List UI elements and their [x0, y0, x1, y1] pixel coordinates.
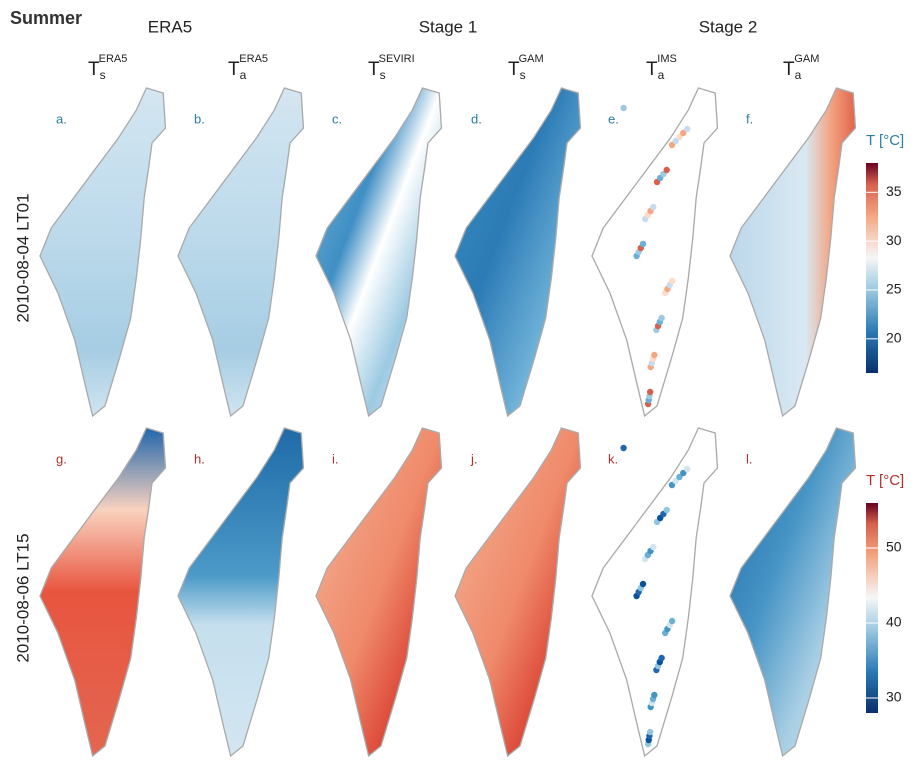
superscript: ERA5	[99, 53, 128, 65]
superscript: IMS	[657, 53, 677, 65]
panel-label: b.	[194, 111, 205, 126]
column-group-label: Stage 2	[699, 17, 758, 36]
colorbar-tick-label: 25	[886, 281, 902, 297]
map-outline	[455, 88, 580, 416]
column-header: Ta GAM	[783, 53, 819, 82]
map-outline	[730, 428, 855, 756]
station-dot	[651, 692, 657, 698]
panel-label: i.	[332, 451, 339, 466]
map-panel	[592, 428, 717, 756]
panel-label: f.	[746, 111, 753, 126]
station-dot	[669, 278, 675, 284]
station-dot	[684, 466, 690, 472]
figure-title: Summer	[10, 8, 82, 28]
map-outline	[455, 428, 580, 756]
row-label: 2010-08-06 LT15	[13, 533, 32, 662]
subscript: a	[795, 68, 802, 82]
panel-label: e.	[608, 111, 619, 126]
superscript: SEVIRI	[379, 53, 415, 65]
station-dot	[647, 729, 653, 735]
panel-label: j.	[470, 451, 478, 466]
map-outline	[592, 88, 717, 416]
map-outline	[316, 88, 441, 416]
station-dot	[620, 105, 626, 111]
colorbar	[866, 503, 878, 713]
colorbar-tick-label: 30	[886, 689, 902, 705]
superscript: GAM	[794, 53, 819, 65]
figure: Summer ERA5Stage 1Stage 2TsERA5TaERA5TsS…	[0, 0, 916, 763]
column-header: TsERA5	[88, 53, 127, 82]
map-panel	[730, 88, 855, 416]
column-group-label: ERA5	[148, 17, 192, 36]
column-header: Ta IMS	[646, 53, 677, 82]
map-panel	[178, 428, 303, 756]
map-panel	[40, 428, 165, 756]
map-outline	[40, 88, 165, 416]
colorbar	[866, 163, 878, 373]
column-group-label: Stage 1	[419, 17, 478, 36]
station-dot	[664, 167, 670, 173]
station-dot	[684, 126, 690, 132]
map-panel	[40, 88, 165, 416]
symbol: T	[228, 59, 240, 80]
map-panel	[455, 428, 580, 756]
station-dot	[664, 507, 670, 513]
row-label: 2010-08-04 LT01	[13, 193, 32, 322]
station-dot	[669, 618, 675, 624]
station-dot	[658, 315, 664, 321]
superscript: ERA5	[239, 53, 268, 65]
panel-label: a.	[56, 111, 67, 126]
map-outline	[40, 428, 165, 756]
station-dot	[651, 352, 657, 358]
subscript: a	[240, 68, 247, 82]
map-panel	[316, 428, 441, 756]
symbol: T	[646, 59, 658, 80]
colorbar-tick-label: 50	[886, 539, 902, 555]
panel-label: d.	[471, 111, 482, 126]
colorbar-title: T [°C]	[866, 132, 904, 149]
subscript: a	[658, 68, 665, 82]
map-outline	[178, 88, 303, 416]
subscript: s	[520, 68, 526, 82]
subscript: s	[380, 68, 386, 82]
map-outline	[730, 88, 855, 416]
symbol: T	[783, 59, 795, 80]
panel-label: g.	[56, 451, 67, 466]
colorbar-tick-label: 40	[886, 614, 902, 630]
colorbar-tick-label: 35	[886, 183, 902, 199]
map-outline	[592, 428, 717, 756]
map-panel	[316, 88, 441, 416]
station-dot	[658, 655, 664, 661]
subscript: s	[100, 68, 106, 82]
colorbar-tick-label: 20	[886, 330, 902, 346]
station-dot	[620, 445, 626, 451]
map-outline	[178, 428, 303, 756]
map-panel	[455, 88, 580, 416]
column-header: Ta ERA5	[228, 53, 268, 82]
map-panel	[730, 428, 855, 756]
column-header: TsGAM	[508, 53, 544, 82]
page: {"header": {"title": "Summer"}, "column_…	[0, 0, 916, 763]
panel-label: h.	[194, 451, 205, 466]
station-dot	[650, 544, 656, 550]
station-dot	[647, 389, 653, 395]
colorbar-title: T [°C]	[866, 472, 904, 489]
station-dot	[640, 581, 646, 587]
map-outline	[316, 428, 441, 756]
superscript: GAM	[519, 53, 544, 65]
station-dot	[650, 204, 656, 210]
colorbar-tick-label: 30	[886, 232, 902, 248]
station-dot	[640, 241, 646, 247]
map-panel	[178, 88, 303, 416]
panel-label: l.	[746, 451, 753, 466]
panel-label: c.	[332, 111, 342, 126]
column-header: TsSEVIRI	[368, 53, 415, 82]
map-panel	[592, 88, 717, 416]
panel-label: k.	[608, 451, 618, 466]
